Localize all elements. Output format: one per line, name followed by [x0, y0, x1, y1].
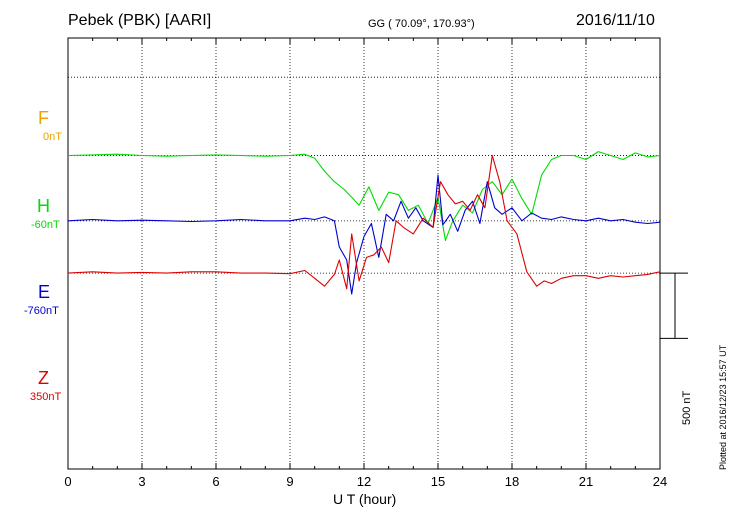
component-z-label: Z	[38, 368, 49, 388]
component-z-baseline: 350nT	[30, 391, 62, 403]
x-tick-label: 12	[357, 474, 371, 489]
component-e-label: E	[38, 282, 51, 302]
chart-date: 2016/11/10	[576, 12, 655, 29]
component-f-baseline: 0nT	[43, 131, 62, 143]
series-line-h	[67, 151, 661, 241]
x-tick-label: 21	[579, 474, 593, 489]
x-tick-label: 24	[653, 474, 667, 489]
x-tick-label: 15	[431, 474, 445, 489]
scale-bar-label: 500 nT	[681, 390, 693, 425]
component-h-baseline: -60nT	[31, 219, 60, 231]
geo-coordinates: GG ( 70.09°, 170.93°)	[368, 18, 475, 30]
x-tick-label: 3	[138, 474, 145, 489]
component-e-baseline: -760nT	[24, 305, 59, 317]
series-line-e	[67, 174, 661, 295]
x-tick-label: 18	[505, 474, 519, 489]
plotted-timestamp: Plotted at 2016/12/23 15:57 UT	[718, 344, 728, 470]
component-f-label: F	[38, 108, 49, 128]
component-h-label: H	[37, 196, 50, 216]
x-tick-label: 9	[286, 474, 293, 489]
x-tick-label: 6	[212, 474, 219, 489]
station-title: Pebek (PBK) [AARI]	[68, 12, 212, 29]
series-line-z	[67, 154, 661, 290]
x-tick-label: 0	[64, 474, 71, 489]
x-axis-title: U T (hour)	[333, 491, 397, 507]
